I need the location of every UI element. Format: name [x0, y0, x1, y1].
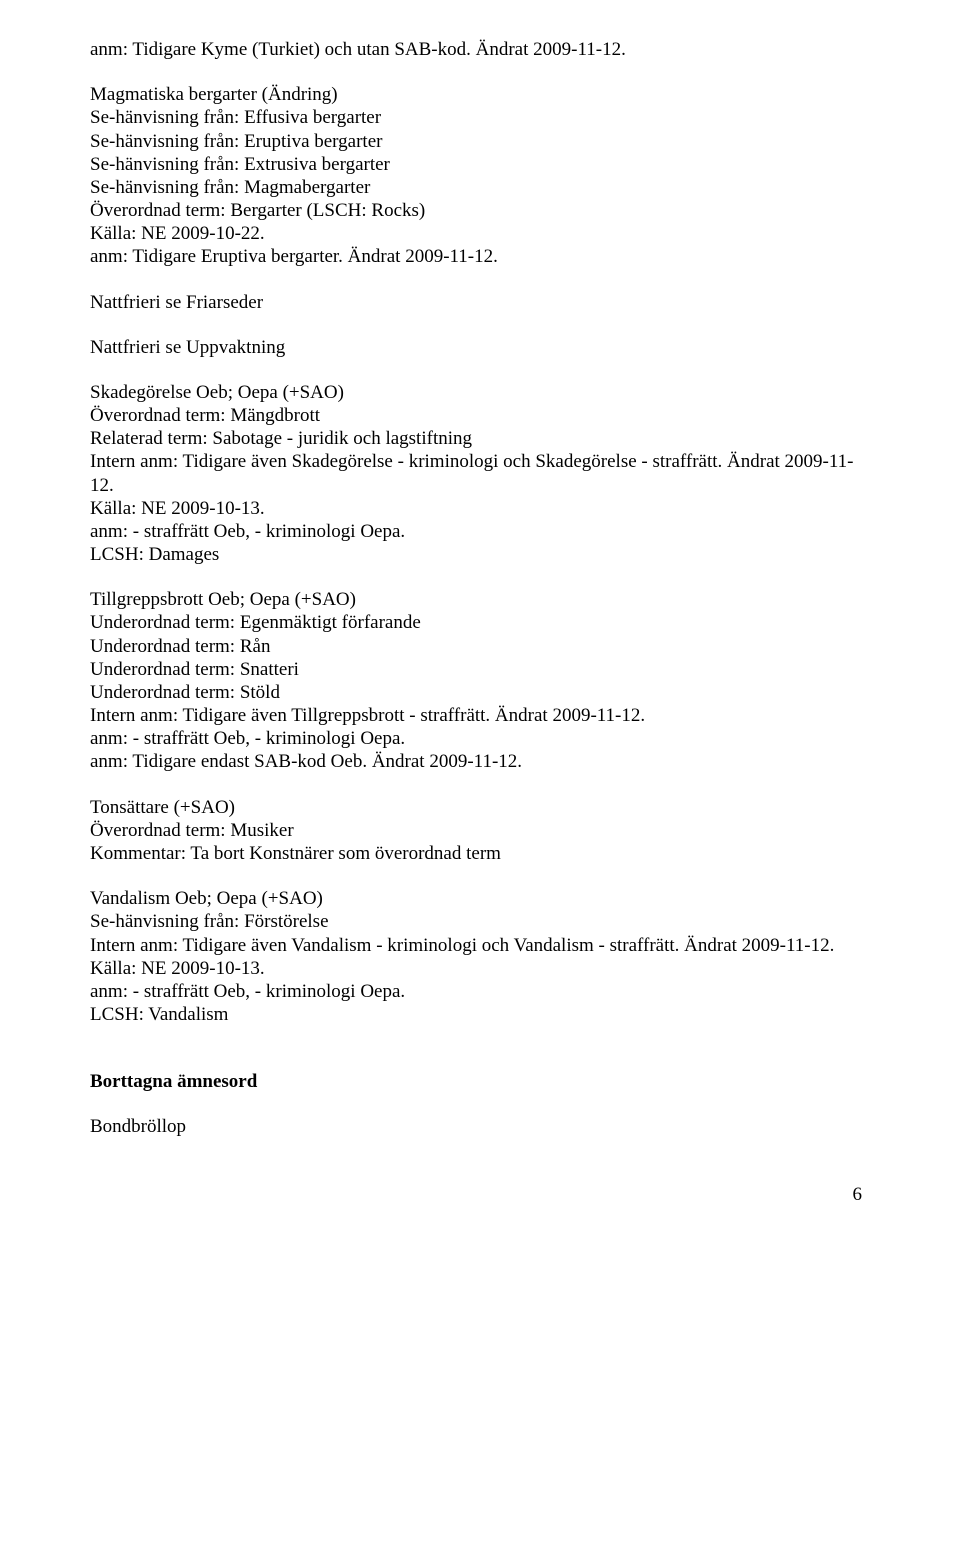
paragraph: anm: Tidigare Kyme (Turkiet) och utan SA…	[90, 38, 870, 61]
text-line: Skadegörelse Oeb; Oepa (+SAO)	[90, 381, 870, 404]
paragraph: Vandalism Oeb; Oepa (+SAO) Se-hänvisning…	[90, 887, 870, 1026]
text-line: Överordnad term: Mängdbrott	[90, 404, 870, 427]
paragraph: Tillgreppsbrott Oeb; Oepa (+SAO) Underor…	[90, 588, 870, 773]
text-line: anm: - straffrätt Oeb, - kriminologi Oep…	[90, 520, 870, 543]
paragraph: Nattfrieri se Friarseder	[90, 291, 870, 314]
text-line: Relaterad term: Sabotage - juridik och l…	[90, 427, 870, 450]
heading-text: Borttagna ämnesord	[90, 1070, 870, 1093]
text-line: anm: - straffrätt Oeb, - kriminologi Oep…	[90, 980, 870, 1003]
text-line: Intern anm: Tidigare även Vandalism - kr…	[90, 934, 870, 957]
text-line: anm: - straffrätt Oeb, - kriminologi Oep…	[90, 727, 870, 750]
text-line: anm: Tidigare endast SAB-kod Oeb. Ändrat…	[90, 750, 870, 773]
text-line: Se-hänvisning från: Eruptiva bergarter	[90, 130, 870, 153]
text-line: Bondbröllop	[90, 1115, 870, 1138]
text-line: Intern anm: Tidigare även Skadegörelse -…	[90, 450, 870, 496]
page-number: 6	[90, 1183, 870, 1206]
paragraph: Bondbröllop	[90, 1115, 870, 1138]
text-line: Källa: NE 2009-10-13.	[90, 497, 870, 520]
text-line: Tonsättare (+SAO)	[90, 796, 870, 819]
text-line: Se-hänvisning från: Förstörelse	[90, 910, 870, 933]
text-line: LCSH: Vandalism	[90, 1003, 870, 1026]
text-line: Underordnad term: Rån	[90, 635, 870, 658]
text-line: Vandalism Oeb; Oepa (+SAO)	[90, 887, 870, 910]
paragraph: Skadegörelse Oeb; Oepa (+SAO) Överordnad…	[90, 381, 870, 566]
text-line: Källa: NE 2009-10-22.	[90, 222, 870, 245]
document-page: anm: Tidigare Kyme (Turkiet) och utan SA…	[0, 0, 960, 1246]
text-line: Nattfrieri se Uppvaktning	[90, 336, 870, 359]
text-line: Tillgreppsbrott Oeb; Oepa (+SAO)	[90, 588, 870, 611]
text-line: Se-hänvisning från: Magmabergarter	[90, 176, 870, 199]
text-line: Nattfrieri se Friarseder	[90, 291, 870, 314]
text-line: anm: Tidigare Kyme (Turkiet) och utan SA…	[90, 38, 870, 61]
text-line: Se-hänvisning från: Effusiva bergarter	[90, 106, 870, 129]
section-heading: Borttagna ämnesord	[90, 1070, 870, 1093]
paragraph: Magmatiska bergarter (Ändring) Se-hänvis…	[90, 83, 870, 268]
text-line: LCSH: Damages	[90, 543, 870, 566]
text-line: Underordnad term: Snatteri	[90, 658, 870, 681]
text-line: Magmatiska bergarter (Ändring)	[90, 83, 870, 106]
text-line: Se-hänvisning från: Extrusiva bergarter	[90, 153, 870, 176]
paragraph: Tonsättare (+SAO) Överordnad term: Musik…	[90, 796, 870, 866]
text-line: Överordnad term: Bergarter (LSCH: Rocks)	[90, 199, 870, 222]
text-line: Källa: NE 2009-10-13.	[90, 957, 870, 980]
text-line: Underordnad term: Egenmäktigt förfarande	[90, 611, 870, 634]
text-line: anm: Tidigare Eruptiva bergarter. Ändrat…	[90, 245, 870, 268]
text-line: Underordnad term: Stöld	[90, 681, 870, 704]
text-line: Kommentar: Ta bort Konstnärer som överor…	[90, 842, 870, 865]
text-line: Intern anm: Tidigare även Tillgreppsbrot…	[90, 704, 870, 727]
text-line: Överordnad term: Musiker	[90, 819, 870, 842]
paragraph: Nattfrieri se Uppvaktning	[90, 336, 870, 359]
